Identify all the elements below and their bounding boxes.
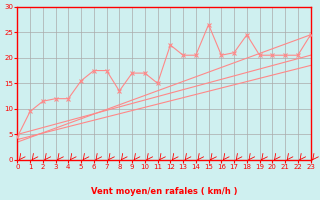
- X-axis label: Vent moyen/en rafales ( km/h ): Vent moyen/en rafales ( km/h ): [91, 187, 237, 196]
